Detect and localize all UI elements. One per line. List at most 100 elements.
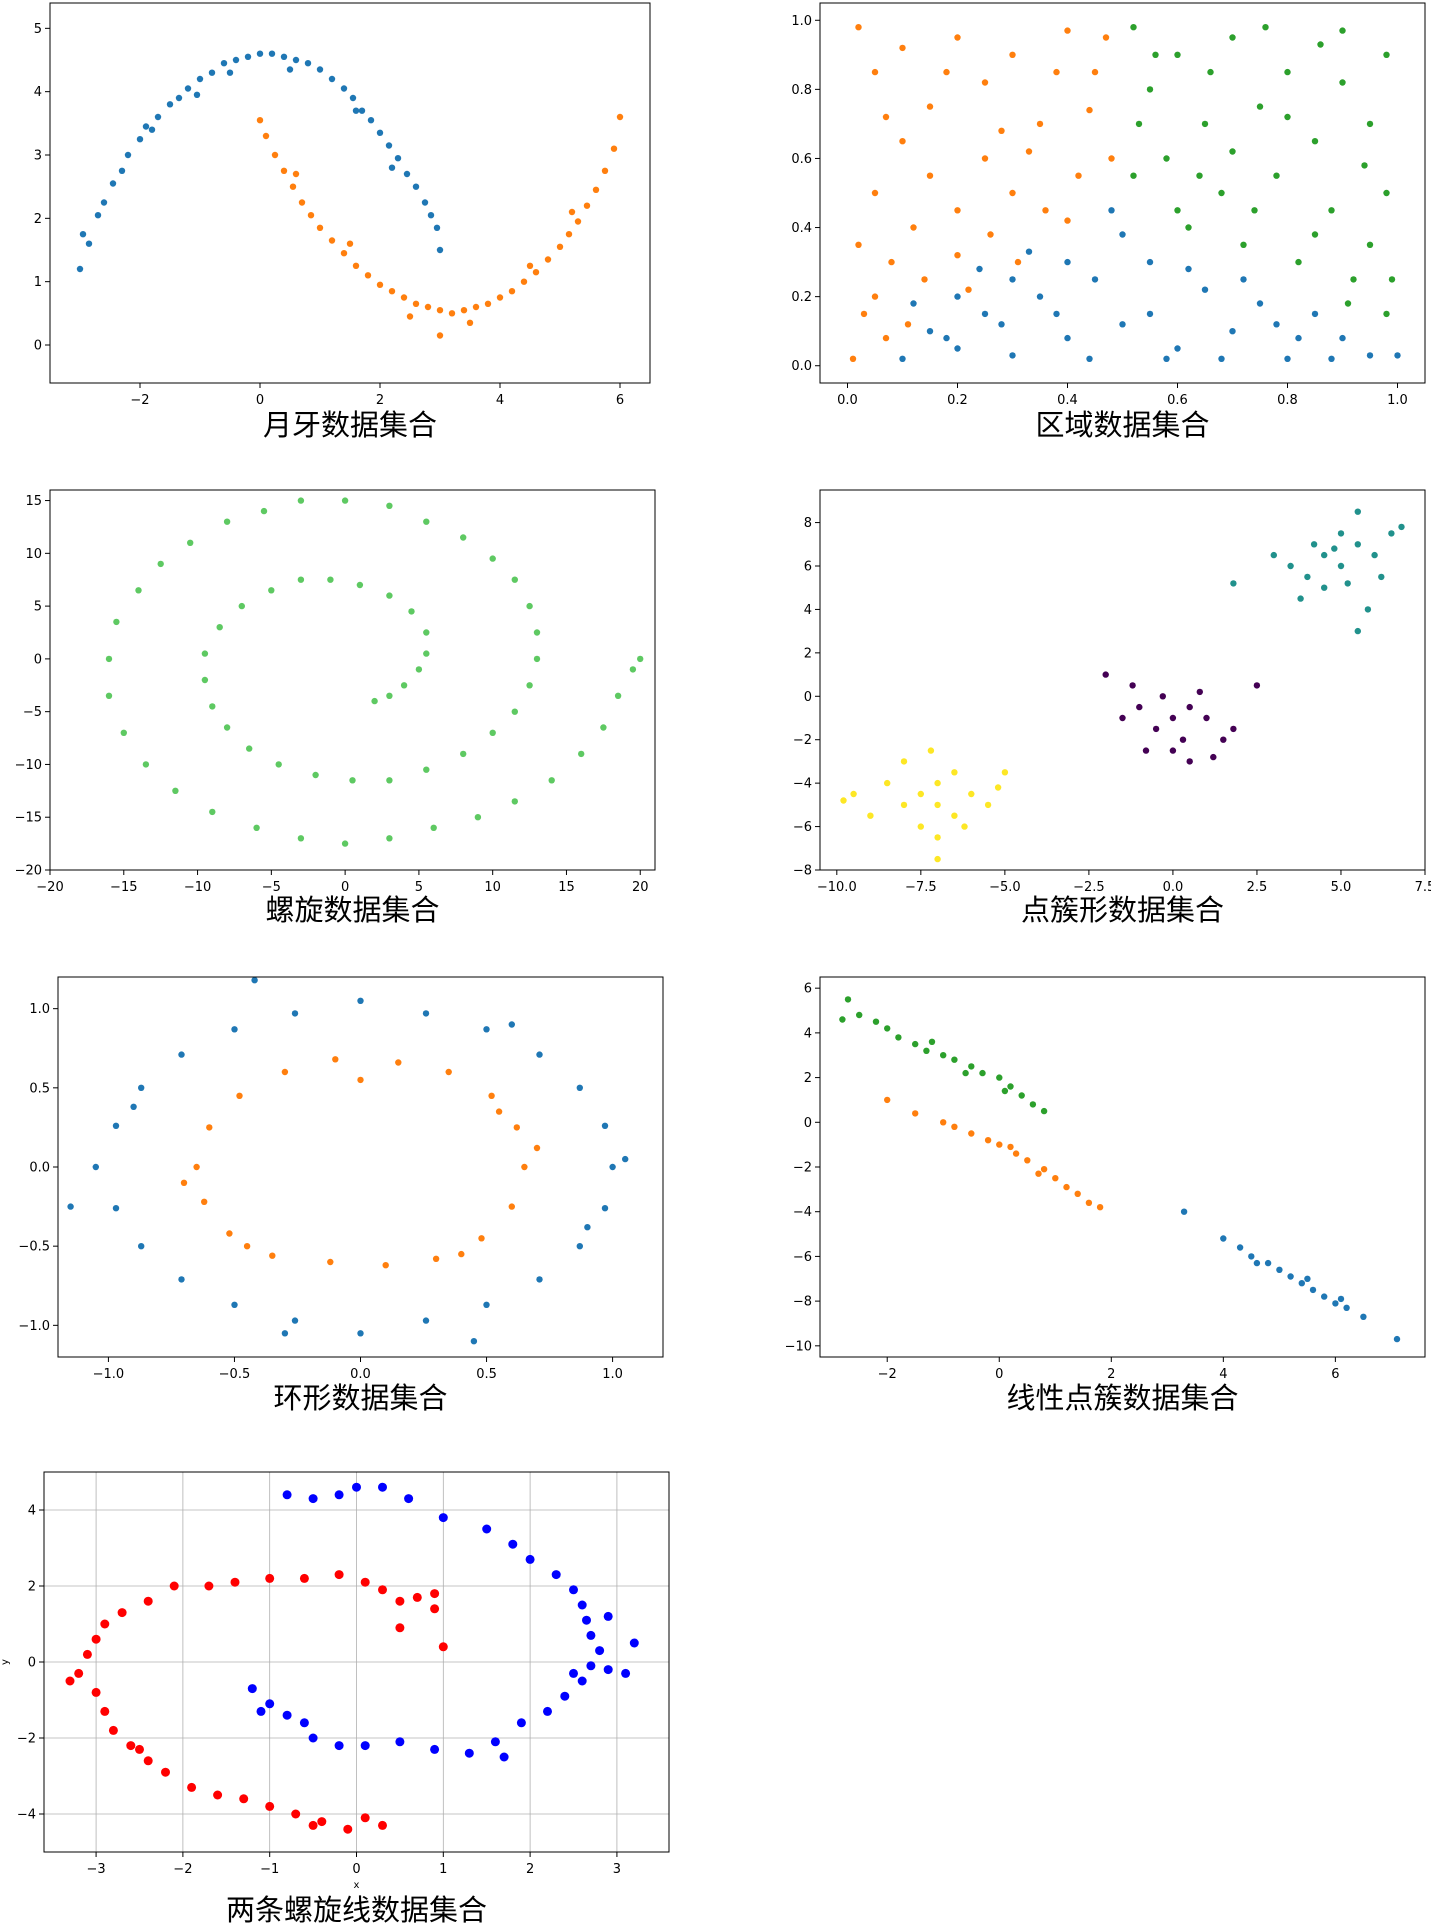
data-point: [979, 1069, 986, 1077]
x-tick-label: 0.4: [1057, 393, 1078, 408]
data-point: [1064, 258, 1071, 266]
data-point: [208, 69, 216, 76]
x-tick-label: 15: [558, 880, 575, 895]
data-point: [1394, 352, 1401, 359]
data-point: [1276, 1266, 1283, 1274]
y-tick-label: 0: [28, 1656, 36, 1671]
data-point: [85, 240, 93, 247]
data-point: [1210, 753, 1217, 761]
data-point: [316, 224, 324, 231]
data-point: [884, 1096, 891, 1104]
x-tick-label: −5: [262, 880, 281, 895]
x-tick-label: 10: [484, 880, 501, 895]
y-tick-label: 0.5: [29, 1081, 50, 1096]
data-point: [984, 801, 992, 809]
data-point: [265, 1801, 275, 1811]
data-point: [109, 180, 117, 187]
data-point: [1074, 1190, 1081, 1198]
data-point: [291, 1010, 299, 1017]
data-point: [386, 777, 393, 784]
data-point: [850, 790, 857, 798]
data-point: [543, 1706, 552, 1716]
data-point: [1108, 155, 1115, 162]
data-point: [867, 812, 874, 819]
data-point: [312, 771, 319, 779]
data-point: [934, 855, 941, 863]
data-point: [844, 996, 852, 1003]
data-point: [253, 824, 260, 831]
x-tick-label: 4: [1219, 1367, 1227, 1382]
data-point: [433, 224, 441, 231]
data-point: [1129, 682, 1136, 689]
data-point: [1102, 34, 1110, 41]
data-point: [386, 502, 393, 509]
data-point: [1388, 530, 1395, 537]
data-point: [1146, 258, 1154, 266]
data-point: [1273, 321, 1280, 328]
data-point: [184, 85, 192, 92]
data-point: [196, 75, 204, 83]
data-point: [388, 164, 396, 171]
data-point: [138, 1084, 145, 1092]
data-point: [1018, 1092, 1025, 1099]
y-tick-label: −6: [793, 820, 812, 835]
data-point: [1339, 27, 1346, 34]
data-point: [940, 1052, 947, 1059]
data-point: [94, 212, 102, 219]
y-tick-label: 2: [804, 1071, 812, 1086]
data-point: [82, 1649, 92, 1659]
data-point: [1383, 310, 1390, 318]
data-point: [1185, 224, 1192, 231]
data-point: [292, 56, 300, 64]
spiral-panel: −20 −15 −10 −5 0 5 10 15 20 −20 −15 −10 −5 0 5 10 15 螺旋数据…: [15, 489, 656, 927]
data-point: [576, 1243, 583, 1250]
data-point: [430, 1744, 440, 1754]
x-tick-label: −2: [130, 393, 149, 408]
data-point: [951, 769, 958, 776]
series-1: [67, 977, 629, 1345]
data-point: [954, 207, 961, 214]
data-point: [574, 218, 582, 225]
data-point: [603, 1611, 613, 1621]
x-tick-label: 0: [256, 393, 264, 408]
y-tick-label: 0.2: [791, 290, 812, 305]
data-point: [1366, 241, 1374, 248]
x-tick-label: −1: [260, 1862, 279, 1877]
x-tick-label: 0.0: [837, 393, 858, 408]
x-tick-label: −5.0: [989, 880, 1021, 895]
y-axis-label: y: [0, 1659, 11, 1665]
linear-blobs-panel: −2 0 2 4 6 −10 −8 −6 −4 −2 0 2 4 6 线性点簇数据集合: [785, 976, 1426, 1415]
x-tick-label: 6: [1331, 1367, 1339, 1382]
data-point: [388, 288, 396, 295]
data-point: [243, 1243, 251, 1250]
data-point: [1146, 310, 1154, 318]
data-point: [422, 1317, 430, 1324]
data-point: [616, 113, 624, 121]
data-point: [1119, 321, 1126, 328]
data-point: [105, 655, 113, 663]
data-point: [92, 1163, 100, 1171]
data-point: [360, 1577, 370, 1587]
data-point: [464, 1748, 474, 1758]
data-point: [298, 199, 306, 206]
chart-caption: 线性点簇数据集合: [1006, 1381, 1238, 1415]
data-point: [600, 724, 607, 731]
data-point: [917, 823, 924, 830]
y-tick-label: 10: [25, 547, 42, 562]
y-tick-label: −2: [793, 1161, 812, 1176]
y-tick-label: −4: [17, 1808, 36, 1823]
data-point: [423, 766, 430, 773]
data-point: [395, 1596, 405, 1606]
x-tick-label: −7.5: [905, 880, 937, 895]
data-point: [584, 1224, 591, 1231]
data-point: [340, 85, 348, 92]
data-point: [143, 1756, 153, 1766]
data-point: [230, 1577, 240, 1587]
data-point: [412, 183, 420, 190]
data-point: [884, 1025, 891, 1032]
data-point: [458, 1250, 465, 1258]
data-point: [112, 1122, 120, 1130]
data-point: [292, 170, 300, 178]
data-point: [1383, 189, 1390, 197]
